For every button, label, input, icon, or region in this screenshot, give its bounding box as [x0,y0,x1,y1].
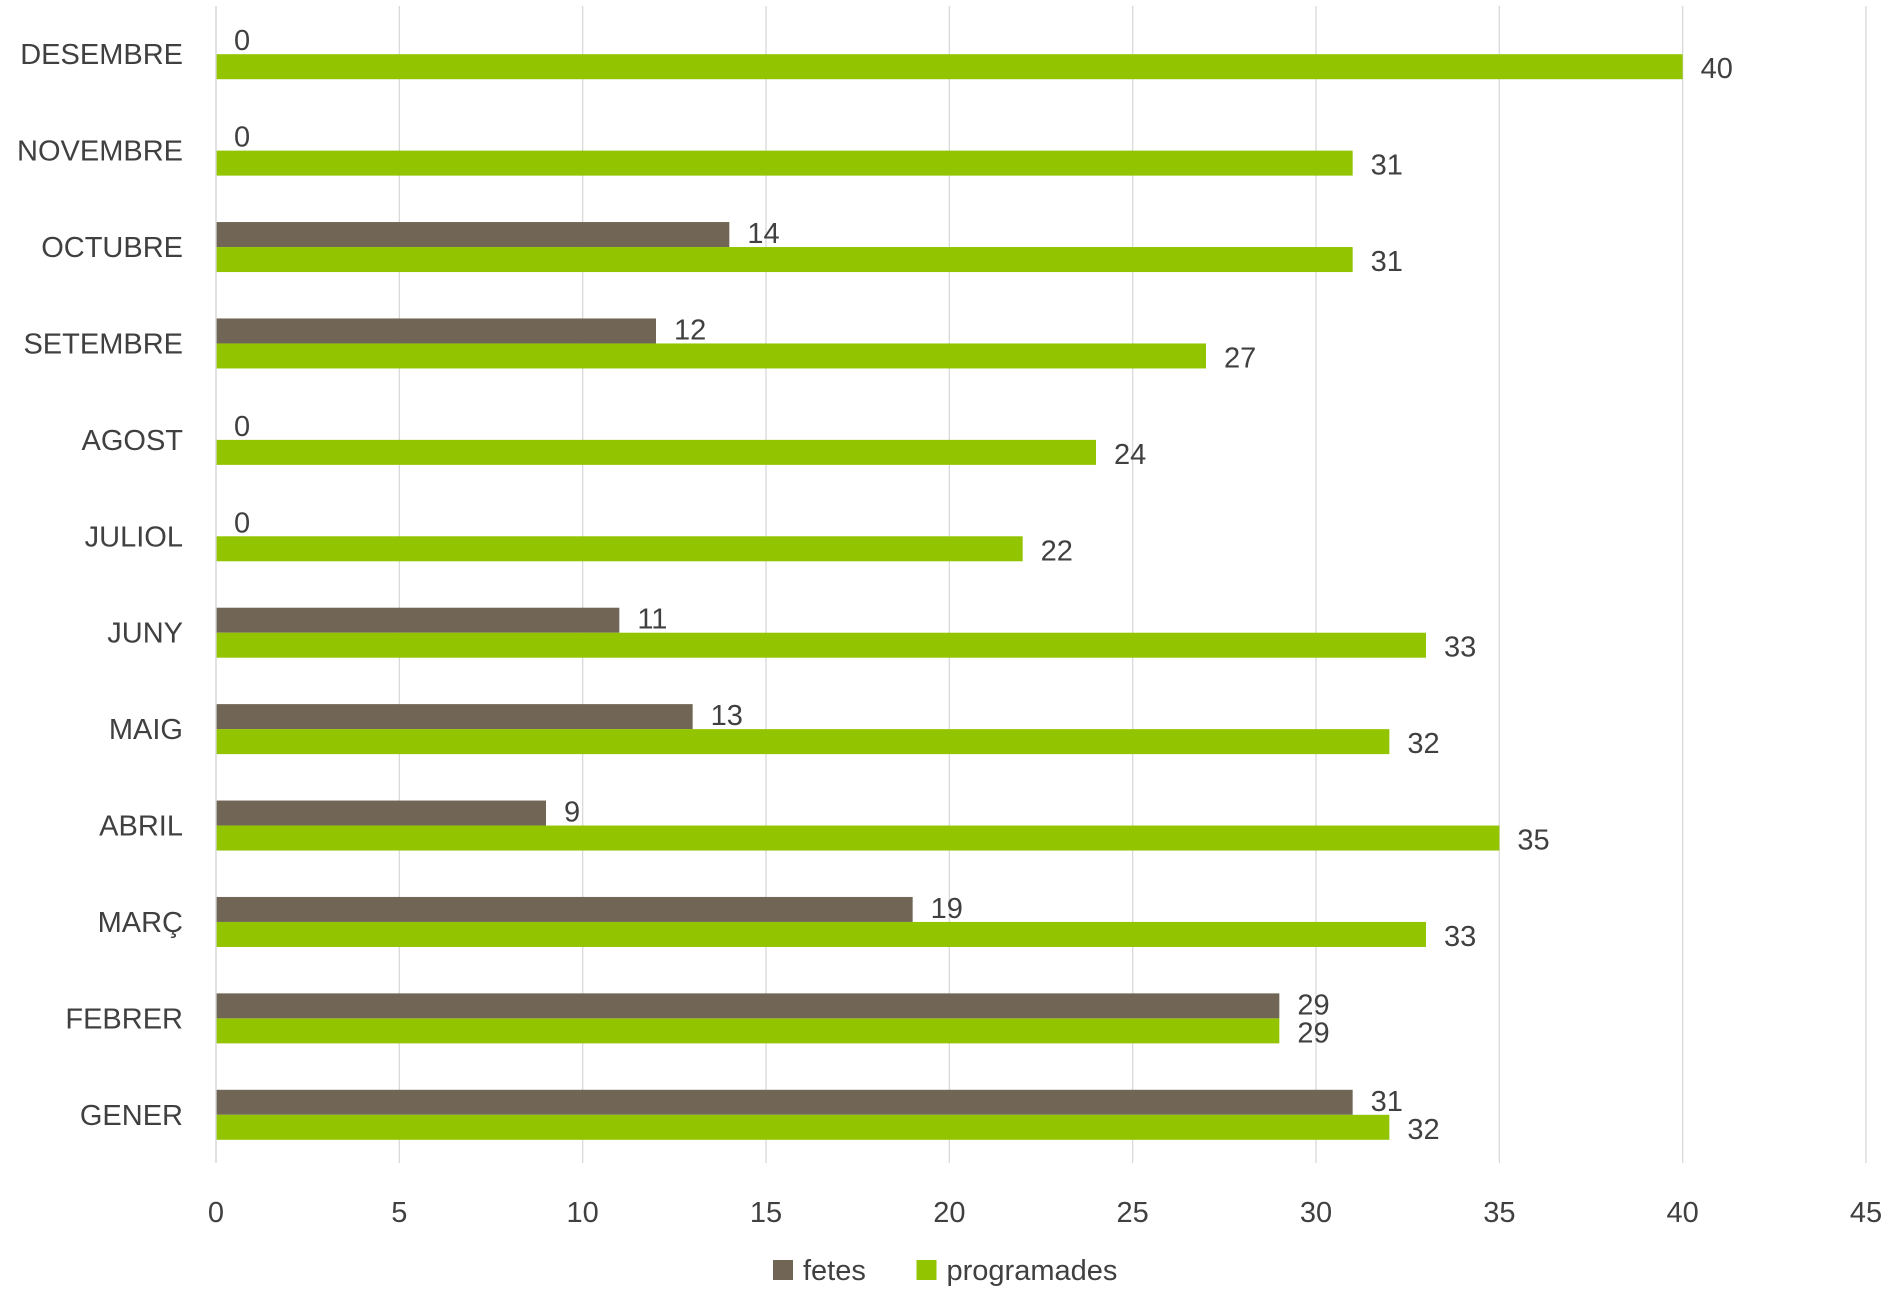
y-tick-label-juliol: JULIOL [85,521,183,553]
x-tick-label-5: 5 [391,1197,407,1229]
data-label-fetes-marc: 19 [931,893,963,925]
data-label-fetes-agost: 0 [234,411,250,443]
x-tick-label-25: 25 [1117,1197,1149,1229]
legend-label-programades: programades [947,1255,1118,1287]
data-label-fetes-setembre: 12 [674,314,706,346]
data-label-programades-febrer: 29 [1297,1017,1329,1049]
bar-fetes-octubre [216,222,730,248]
bar-programades-agost [216,439,1096,465]
data-label-fetes-novembre: 0 [234,122,250,154]
x-tick-label-10: 10 [567,1197,599,1229]
data-label-fetes-gener: 31 [1371,1086,1403,1118]
data-label-fetes-juny: 11 [637,604,667,636]
data-label-programades-octubre: 31 [1371,246,1403,278]
data-label-programades-juliol: 22 [1041,535,1073,567]
x-tick-label-20: 20 [933,1197,965,1229]
data-label-programades-gener: 32 [1407,1114,1439,1146]
y-tick-label-octubre: OCTUBRE [41,232,183,264]
bar-fetes-marc [216,896,913,922]
legend-label-fetes: fetes [803,1255,866,1287]
y-tick-label-abril: ABRIL [99,811,183,843]
y-tick-label-setembre: SETEMBRE [23,328,183,360]
x-tick-label-40: 40 [1667,1197,1699,1229]
data-label-programades-juny: 33 [1444,632,1476,664]
data-label-programades-setembre: 27 [1224,342,1256,374]
data-labels: 31 29 19 9 13 11 0 0 12 14 0 0 32 29 33 35 32 33 22 24 27 31 3… [234,25,1733,1146]
y-tick-label-juny: JUNY [107,618,183,650]
data-label-fetes-desembre: 0 [234,25,250,57]
legend: fetes programades [773,1255,1117,1287]
data-label-fetes-maig: 13 [711,700,743,732]
y-tick-label-gener: GENER [80,1100,183,1132]
data-label-fetes-abril: 9 [564,797,580,829]
y-tick-label-maig: MAIG [109,714,183,746]
bar-programades-febrer [216,1018,1280,1044]
bar-fetes-abril [216,800,546,826]
bar-programades-abril [216,825,1500,851]
bar-programades-juliol [216,536,1023,562]
bar-fetes-gener [216,1089,1353,1115]
bars [216,54,1683,1140]
bar-fetes-juny [216,607,620,633]
bar-programades-desembre [216,54,1683,80]
data-label-fetes-octubre: 14 [747,218,779,250]
x-tick-label-30: 30 [1300,1197,1332,1229]
data-label-programades-abril: 35 [1517,825,1549,857]
y-tick-label-febrer: FEBRER [65,1003,183,1035]
data-label-programades-desembre: 40 [1701,53,1733,85]
bar-fetes-maig [216,704,693,730]
axes: 0 5 10 15 20 25 30 35 40 45 GENER FEBRER MARÇ ABRIL MA… [17,6,1882,1229]
data-label-programades-maig: 32 [1407,728,1439,760]
y-tick-label-marc: MARÇ [98,907,183,939]
gridlines [215,6,1867,1163]
bar-programades-novembre [216,150,1353,176]
x-tick-label-0: 0 [208,1197,224,1229]
bar-programades-octubre [216,247,1353,273]
data-label-fetes-febrer: 29 [1297,989,1329,1021]
data-label-programades-agost: 24 [1114,439,1146,471]
x-tick-label-45: 45 [1850,1197,1882,1229]
bar-programades-juny [216,632,1426,658]
x-tick-label-35: 35 [1483,1197,1515,1229]
y-tick-label-novembre: NOVEMBRE [17,136,183,168]
y-tick-label-agost: AGOST [81,425,183,457]
bar-programades-marc [216,921,1426,947]
bar-programades-gener [216,1114,1390,1140]
bar-fetes-febrer [216,993,1280,1019]
bar-fetes-setembre [216,318,656,344]
legend-swatch-fetes [773,1260,793,1280]
legend-swatch-programades [916,1260,937,1280]
y-tick-label-desembre: DESEMBRE [20,39,183,71]
bar-programades-maig [216,729,1390,755]
data-label-programades-novembre: 31 [1371,150,1403,182]
bar-programades-setembre [216,343,1206,369]
data-label-fetes-juliol: 0 [234,507,250,539]
data-label-programades-marc: 33 [1444,921,1476,953]
x-tick-label-15: 15 [750,1197,782,1229]
